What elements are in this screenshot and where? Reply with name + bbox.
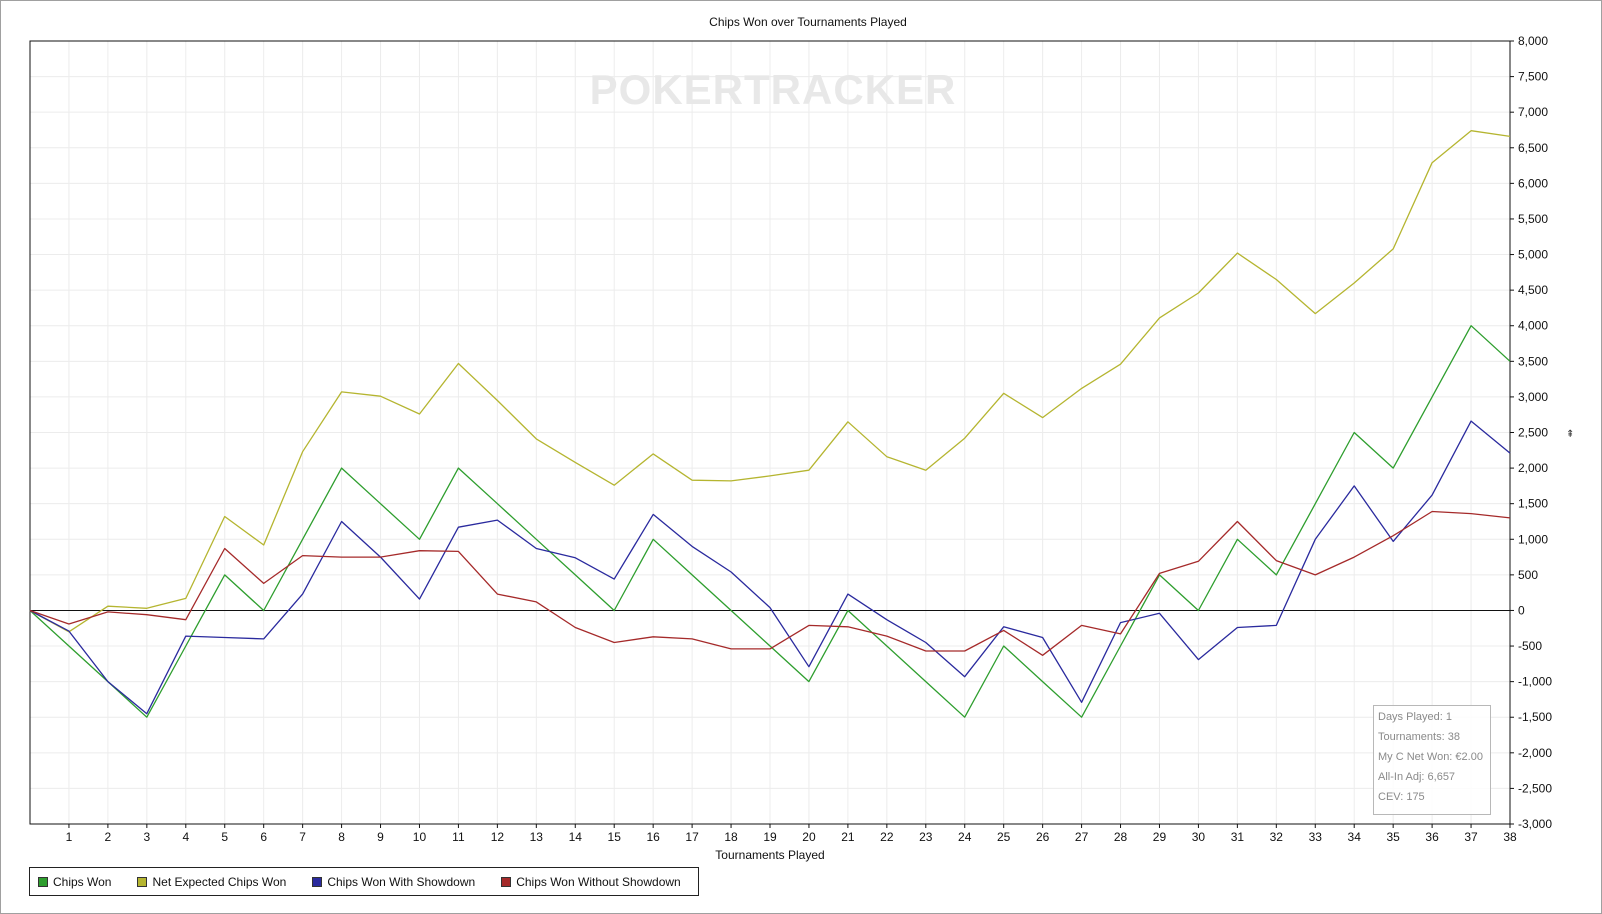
x-tick-label: 19 <box>763 830 777 844</box>
x-tick-label: 22 <box>880 830 894 844</box>
watermark: POKERTRACKER <box>590 66 957 113</box>
x-tick-label: 5 <box>221 830 228 844</box>
legend-label: Chips Won With Showdown <box>327 874 476 889</box>
y-tick-label: 2,000 <box>1518 461 1548 475</box>
y-axis-marker-icon: ⇞ <box>1566 429 1574 440</box>
x-tick-label: 7 <box>299 830 306 844</box>
y-tick-label: -500 <box>1518 639 1542 653</box>
y-tick-label: -2,000 <box>1518 746 1552 760</box>
legend-swatch-net-expected <box>137 876 148 887</box>
x-tick-label: 29 <box>1153 830 1167 844</box>
y-tick-label: 2,500 <box>1518 426 1548 440</box>
x-tick-label: 36 <box>1425 830 1439 844</box>
chart-legend: Chips Won Net Expected Chips Won Chips W… <box>29 867 699 896</box>
stat-all-in-adj: All-In Adj: 6,657 <box>1378 771 1456 783</box>
x-tick-label: 10 <box>413 830 427 844</box>
x-tick-label: 12 <box>491 830 505 844</box>
x-tick-label: 18 <box>724 830 738 844</box>
y-tick-label: 0 <box>1518 603 1525 617</box>
y-tick-label: -3,000 <box>1518 817 1552 831</box>
y-tick-label: 7,500 <box>1518 70 1548 84</box>
x-tick-label: 11 <box>452 830 465 844</box>
x-tick-label: 14 <box>569 830 583 844</box>
x-tick-label: 20 <box>802 830 816 844</box>
summary-stats-box: Days Played: 1 Tournaments: 38 My C Net … <box>1373 705 1491 815</box>
x-tick-label: 17 <box>685 830 699 844</box>
legend-item-net-expected[interactable]: Net Expected Chips Won <box>137 875 286 889</box>
x-tick-label: 31 <box>1231 830 1245 844</box>
y-tick-label: 8,000 <box>1518 34 1548 48</box>
y-tick-label: 1,500 <box>1518 497 1548 511</box>
x-tick-label: 27 <box>1075 830 1089 844</box>
x-tick-label: 23 <box>919 830 933 844</box>
x-tick-label: 9 <box>377 830 384 844</box>
chart-title: Chips Won over Tournaments Played <box>709 15 907 29</box>
x-tick-label: 33 <box>1309 830 1323 844</box>
y-tick-label: 7,000 <box>1518 105 1548 119</box>
x-tick-label: 35 <box>1386 830 1400 844</box>
y-tick-label: 5,500 <box>1518 212 1548 226</box>
y-tick-label: 4,000 <box>1518 319 1548 333</box>
y-tick-label: 4,500 <box>1518 283 1548 297</box>
x-tick-label: 24 <box>958 830 972 844</box>
x-axis-label: Tournaments Played <box>715 848 824 862</box>
series-line-0 <box>29 325 1511 718</box>
y-tick-label: 6,000 <box>1518 176 1548 190</box>
series-lines <box>29 130 1511 718</box>
y-tick-label: -1,500 <box>1518 710 1552 724</box>
y-axis-ticks: -3,000 -2,500 -2,000 -1,500 -1,000 -500 0 500 1,… <box>1510 34 1552 831</box>
x-tick-label: 3 <box>143 830 150 844</box>
x-tick-label: 4 <box>182 830 189 844</box>
x-tick-label: 16 <box>646 830 660 844</box>
legend-label: Chips Won Without Showdown <box>516 874 681 889</box>
x-tick-label: 38 <box>1503 830 1517 844</box>
y-tick-label: 1,000 <box>1518 532 1548 546</box>
x-tick-label: 13 <box>530 830 544 844</box>
x-tick-label: 32 <box>1270 830 1284 844</box>
y-tick-label: -2,500 <box>1518 781 1552 795</box>
legend-item-without-showdown[interactable]: Chips Won Without Showdown <box>501 875 681 889</box>
x-tick-label: 25 <box>997 830 1011 844</box>
legend-swatch-without-showdown <box>501 876 512 887</box>
y-tick-label: 6,500 <box>1518 141 1548 155</box>
x-axis-ticks: 1 2 3 4 5 6 7 8 9 10 11 12 13 14 15 16 17 18 19 20 21 22 23 24 2… <box>66 824 1517 844</box>
x-tick-label: 15 <box>608 830 622 844</box>
y-tick-label: 3,000 <box>1518 390 1548 404</box>
x-tick-label: 2 <box>105 830 112 844</box>
x-tick-label: 30 <box>1192 830 1206 844</box>
legend-label: Net Expected Chips Won <box>152 874 287 889</box>
series-line-3 <box>29 510 1511 656</box>
y-tick-label: 500 <box>1518 568 1538 582</box>
x-tick-label: 21 <box>841 830 855 844</box>
legend-item-chips-won[interactable]: Chips Won <box>38 875 111 889</box>
y-tick-label: -1,000 <box>1518 675 1552 689</box>
series-line-1 <box>29 130 1511 633</box>
stat-days-played: Days Played: 1 <box>1378 711 1452 723</box>
series-line-2 <box>29 420 1511 715</box>
x-tick-label: 1 <box>66 830 73 844</box>
grid-lines <box>30 40 1511 825</box>
stat-cev: CEV: 175 <box>1378 791 1425 803</box>
x-tick-label: 28 <box>1114 830 1128 844</box>
x-tick-label: 37 <box>1464 830 1478 844</box>
stat-net-won: My C Net Won: €2.00 <box>1378 751 1483 763</box>
x-tick-label: 6 <box>260 830 267 844</box>
legend-label: Chips Won <box>53 874 112 889</box>
legend-item-with-showdown[interactable]: Chips Won With Showdown <box>312 875 475 889</box>
y-tick-label: 5,000 <box>1518 248 1548 262</box>
legend-swatch-chips-won <box>38 876 48 887</box>
x-tick-label: 26 <box>1036 830 1050 844</box>
x-tick-label: 8 <box>338 830 345 844</box>
x-tick-label: 34 <box>1348 830 1362 844</box>
legend-swatch-with-showdown <box>312 876 323 887</box>
y-tick-label: 3,500 <box>1518 354 1548 368</box>
stat-tournaments: Tournaments: 38 <box>1378 731 1460 743</box>
